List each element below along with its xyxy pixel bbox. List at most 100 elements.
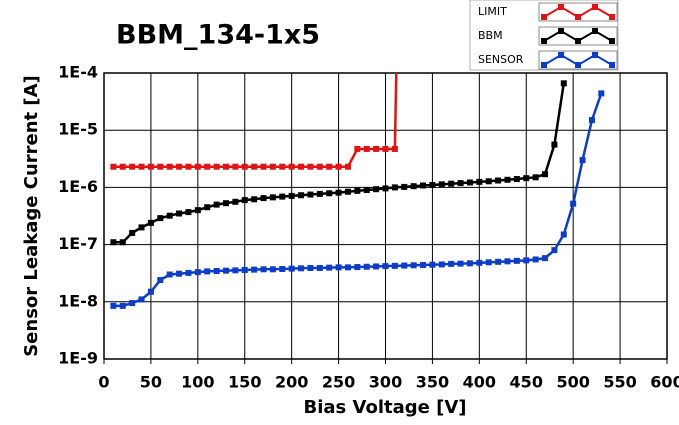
data-point [288, 192, 295, 199]
legend-swatch-marker [575, 38, 581, 44]
data-point [269, 163, 276, 170]
data-point [138, 163, 145, 170]
legend-swatch-marker [575, 62, 581, 68]
data-point [354, 145, 361, 152]
data-point [429, 261, 436, 268]
data-point [401, 183, 408, 190]
data-point [476, 178, 483, 185]
data-point [185, 209, 192, 216]
data-point [410, 262, 417, 269]
data-point [288, 265, 295, 272]
data-point [401, 262, 408, 269]
data-point [119, 163, 126, 170]
legend-swatch-marker [541, 38, 547, 44]
x-tick-label: 350 [416, 373, 449, 392]
data-point [542, 171, 549, 178]
data-point [448, 260, 455, 267]
data-point [110, 163, 117, 170]
data-point [147, 288, 154, 295]
data-point [147, 163, 154, 170]
data-point [307, 264, 314, 271]
data-point [213, 163, 220, 170]
x-tick-label: 0 [98, 373, 109, 392]
x-tick-label: 100 [181, 373, 214, 392]
data-point [260, 163, 267, 170]
data-point [438, 181, 445, 188]
data-point [176, 270, 183, 277]
data-point [222, 163, 229, 170]
data-point [373, 145, 380, 152]
data-point [166, 163, 173, 170]
data-point [466, 179, 473, 186]
data-point [138, 224, 145, 231]
x-tick-label: 150 [228, 373, 261, 392]
data-point [344, 163, 351, 170]
data-point [570, 200, 577, 207]
data-point [138, 296, 145, 303]
data-point [316, 264, 323, 271]
data-point [373, 186, 380, 193]
data-point [222, 200, 229, 207]
data-point [354, 187, 361, 194]
data-point [326, 264, 333, 271]
data-point [157, 277, 164, 284]
data-point [391, 145, 398, 152]
y-tick-label: 1E-7 [58, 234, 98, 253]
data-point [457, 260, 464, 267]
data-point [260, 195, 267, 202]
data-point [466, 260, 473, 267]
data-point [588, 117, 595, 124]
data-point [316, 163, 323, 170]
data-point [288, 163, 295, 170]
x-axis-label: Bias Voltage [V] [304, 397, 467, 418]
chart-title: BBM_134-1x5 [116, 20, 320, 51]
data-point [129, 300, 136, 307]
x-tick-label: 400 [463, 373, 496, 392]
legend-swatch-marker [558, 4, 564, 10]
data-point [176, 210, 183, 217]
data-point [213, 268, 220, 275]
data-point [326, 190, 333, 197]
data-point [213, 201, 220, 208]
data-point [438, 261, 445, 268]
data-point [420, 182, 427, 189]
data-point [326, 163, 333, 170]
x-tick-label: 200 [275, 373, 308, 392]
data-point [222, 267, 229, 274]
y-axis-label: Sensor Leakage Current [A] [21, 75, 42, 357]
data-point [335, 189, 342, 196]
data-point [241, 197, 248, 204]
data-point [532, 256, 539, 263]
data-point [560, 80, 567, 87]
data-point [495, 258, 502, 265]
data-point [551, 247, 558, 254]
legend-swatch-marker [592, 28, 598, 34]
legend-swatch-marker [592, 52, 598, 58]
data-point [147, 219, 154, 226]
data-point [391, 184, 398, 191]
data-point [110, 239, 117, 246]
x-tick-label: 450 [510, 373, 543, 392]
legend-swatch-marker [592, 4, 598, 10]
data-point [420, 261, 427, 268]
data-point [523, 257, 530, 264]
data-point [560, 231, 567, 238]
data-point [298, 192, 305, 199]
data-point [344, 188, 351, 195]
data-point [551, 141, 558, 148]
data-point [298, 163, 305, 170]
data-point [598, 90, 605, 97]
data-point [476, 259, 483, 266]
data-point [542, 255, 549, 262]
legend-label: LIMIT [478, 5, 507, 18]
data-point [363, 187, 370, 194]
data-point [166, 271, 173, 278]
data-point [251, 163, 258, 170]
data-point [279, 265, 286, 272]
data-point [344, 264, 351, 271]
data-point [194, 207, 201, 214]
data-point [204, 268, 211, 275]
data-point [410, 183, 417, 190]
legend-swatch-marker [609, 62, 615, 68]
y-tick-label: 1E-4 [58, 63, 98, 82]
